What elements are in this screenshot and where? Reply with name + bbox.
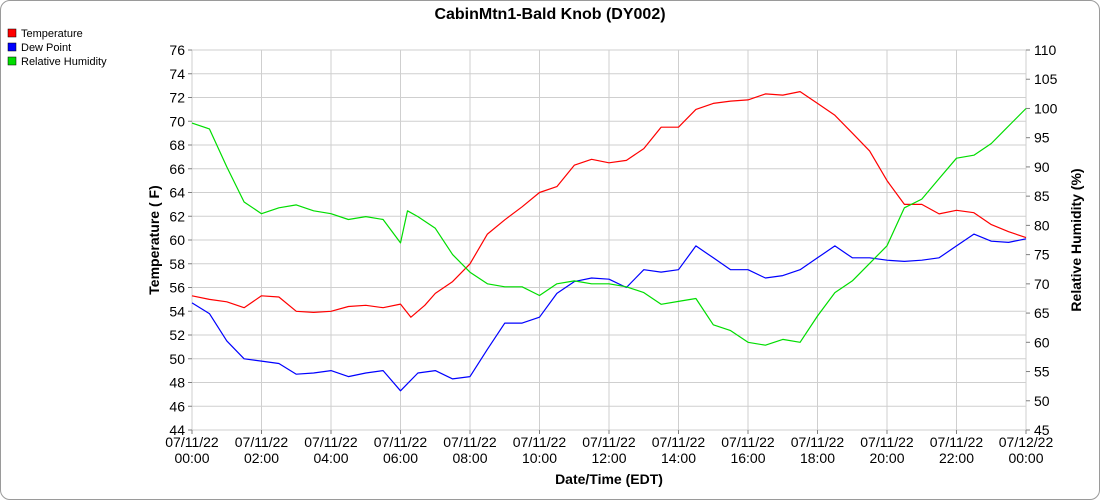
x-tick-label-date: 07/11/22 — [304, 434, 358, 450]
x-tick-label-date: 07/11/22 — [165, 434, 219, 450]
legend-label-dew-point: Dew Point — [21, 42, 71, 54]
y-tick-label: 76 — [169, 42, 185, 58]
y2-tick-label: 105 — [1034, 71, 1058, 87]
legend-swatch-temperature — [7, 28, 17, 38]
x-tick-label-date: 07/11/22 — [374, 434, 428, 450]
y-tick-label: 68 — [169, 137, 185, 153]
y-axis-right: 45 50 55 60 65 70 75 80 85 90 95 100 105 110 — [1026, 42, 1058, 438]
y2-axis-label: Relative Humidity (%) — [1068, 168, 1084, 311]
y2-tick-label: 45 — [1034, 422, 1050, 438]
x-tick-label-date: 07/11/22 — [443, 434, 497, 450]
x-axis: 07/11/2200:0007/11/2202:0007/11/2204:000… — [165, 430, 1053, 466]
y2-tick-label: 100 — [1034, 100, 1058, 116]
y-tick-label: 62 — [169, 208, 185, 224]
y-tick-label: 72 — [169, 90, 185, 106]
y2-tick-label: 55 — [1034, 364, 1050, 380]
x-tick-label-time: 10:00 — [522, 450, 557, 466]
y-tick-label: 74 — [169, 66, 185, 82]
y2-tick-label: 85 — [1034, 188, 1050, 204]
y-tick-label: 70 — [169, 113, 185, 129]
x-tick-label-time: 00:00 — [1008, 450, 1043, 466]
series-lines — [191, 90, 1027, 392]
x-tick-label-time: 02:00 — [244, 450, 279, 466]
y-axis-label: Temperature ( F) — [146, 185, 162, 294]
x-tick-label-date: 07/11/22 — [930, 434, 984, 450]
legend-label-temperature: Temperature — [21, 28, 83, 40]
x-axis-label: Date/Time (EDT) — [555, 471, 663, 487]
x-tick-label-date: 07/12/22 — [999, 434, 1054, 450]
x-tick-label-date: 07/11/22 — [513, 434, 567, 450]
y2-tick-label: 70 — [1034, 276, 1050, 292]
y-tick-label: 60 — [169, 232, 185, 248]
x-tick-label-time: 14:00 — [661, 450, 696, 466]
x-tick-label-time: 08:00 — [452, 450, 487, 466]
x-tick-label-time: 20:00 — [869, 450, 904, 466]
y2-tick-label: 65 — [1034, 305, 1050, 321]
x-tick-label-date: 07/11/22 — [582, 434, 636, 450]
legend-swatch-relative-humidity — [7, 56, 17, 66]
y2-tick-label: 60 — [1034, 334, 1050, 350]
y-tick-label: 44 — [169, 422, 185, 438]
x-tick-label-date: 07/11/22 — [791, 434, 845, 450]
y2-tick-label: 95 — [1034, 130, 1050, 146]
x-tick-label-time: 22:00 — [939, 450, 974, 466]
y-tick-label: 54 — [169, 303, 185, 319]
y2-tick-label: 75 — [1034, 247, 1050, 263]
y-tick-label: 50 — [169, 351, 185, 367]
x-tick-label-date: 07/11/22 — [652, 434, 706, 450]
legend-label-relative-humidity: Relative Humidity — [21, 56, 107, 68]
y-tick-label: 48 — [169, 375, 185, 391]
y2-tick-label: 80 — [1034, 217, 1050, 233]
y2-tick-label: 90 — [1034, 159, 1050, 175]
x-tick-label-date: 07/11/22 — [721, 434, 775, 450]
legend-swatch-dew-point — [7, 42, 17, 52]
x-tick-label-time: 04:00 — [313, 450, 348, 466]
y-axis-left: 44 46 48 50 52 54 56 58 60 62 64 66 68 70 72 74 76 — [169, 42, 192, 438]
y-tick-label: 56 — [169, 280, 185, 296]
chart-title: CabinMtn1-Bald Knob (DY002) — [434, 6, 665, 23]
series-line-relative-humidity — [191, 108, 1027, 346]
y-tick-label: 52 — [169, 327, 185, 343]
x-tick-label-time: 06:00 — [383, 450, 418, 466]
series-line-dew-point — [191, 233, 1027, 392]
x-tick-label-time: 00:00 — [174, 450, 209, 466]
y-tick-label: 64 — [169, 185, 185, 201]
x-tick-label-time: 18:00 — [800, 450, 835, 466]
y2-tick-label: 50 — [1034, 393, 1050, 409]
x-tick-label-time: 16:00 — [730, 450, 765, 466]
y-tick-label: 66 — [169, 161, 185, 177]
x-tick-label-time: 12:00 — [591, 450, 626, 466]
x-tick-label-date: 07/11/22 — [235, 434, 289, 450]
series-line-temperature — [191, 90, 1027, 318]
legend: Temperature Dew Point Relative Humidity — [7, 28, 107, 68]
y2-tick-label: 110 — [1034, 42, 1057, 58]
y-tick-label: 58 — [169, 256, 185, 272]
y-tick-label: 46 — [169, 398, 185, 414]
x-tick-label-date: 07/11/22 — [860, 434, 914, 450]
